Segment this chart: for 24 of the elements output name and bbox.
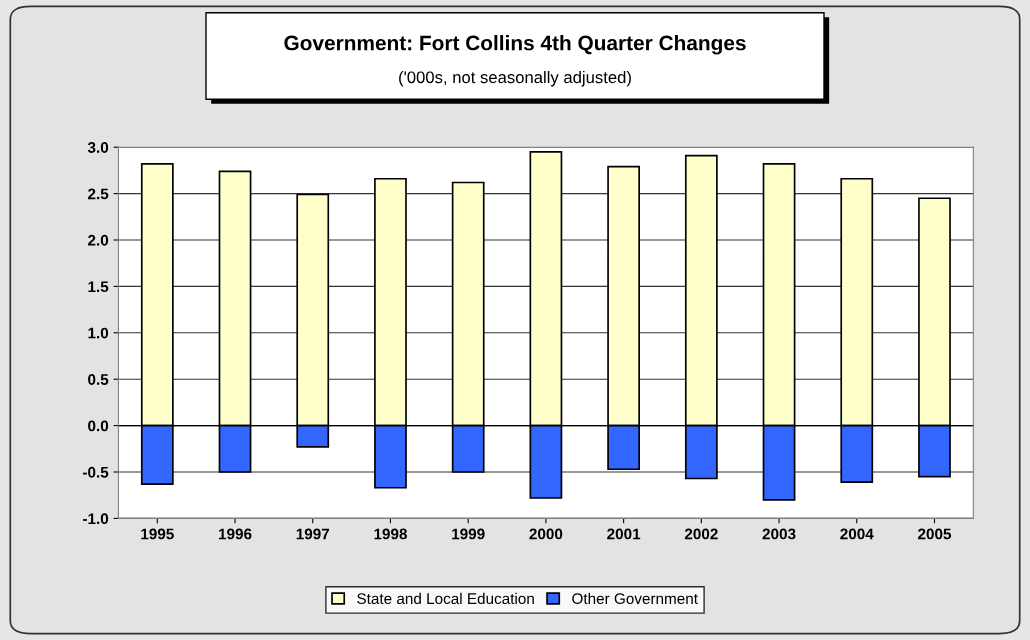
x-tick-label: 2001 (607, 528, 641, 540)
x-tick-label: 1996 (219, 528, 252, 540)
x-tick-label: 2002 (684, 528, 718, 540)
y-tick-label: 0.5 (88, 374, 109, 385)
y-tick-label: -1.0 (83, 513, 109, 525)
y-tick-label: 1.0 (88, 327, 109, 339)
x-tick-label: 2003 (762, 528, 796, 540)
legend-label: State and Local Education (357, 592, 534, 605)
x-tick-label: 2000 (529, 528, 563, 540)
y-tick-label: 0.0 (88, 420, 109, 432)
x-tick-label: 1997 (296, 528, 330, 540)
legend-label: Other Government (572, 592, 698, 605)
x-tick-label: 1999 (452, 528, 485, 540)
x-tick-label: 1995 (141, 528, 174, 540)
y-tick-label: 1.5 (88, 281, 109, 293)
chart-subtitle: ('000s, not seasonally adjusted) (399, 70, 631, 87)
y-tick-label: 2.0 (88, 234, 109, 246)
x-tick-label: 1998 (374, 528, 407, 540)
chart-title: Government: Fort Collins 4th Quarter Changes (284, 35, 746, 55)
y-tick-label: -0.5 (83, 466, 109, 478)
x-tick-label: 2005 (918, 528, 952, 540)
y-tick-label: 2.5 (88, 188, 109, 200)
y-tick-label: 3.0 (87, 142, 109, 153)
x-tick-label: 2004 (840, 528, 874, 540)
